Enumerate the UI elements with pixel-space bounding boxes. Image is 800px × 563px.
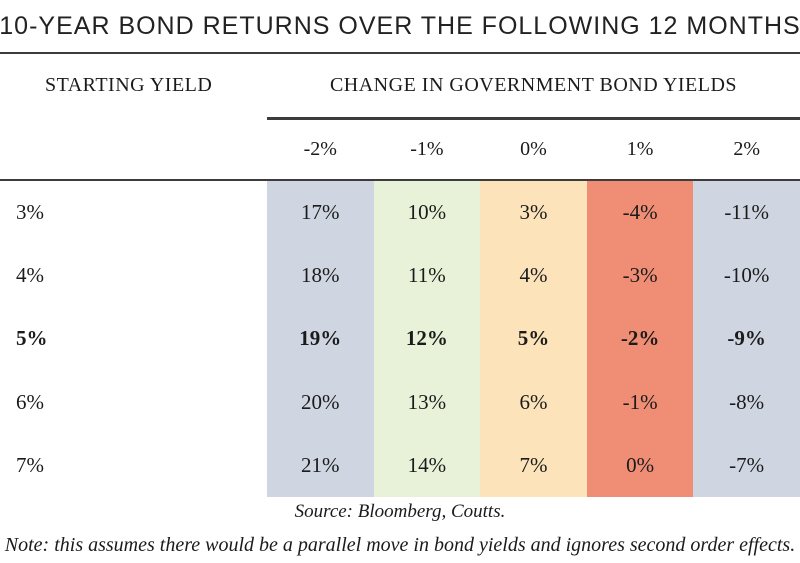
note-text: Note: this assumes there would be a para… bbox=[4, 533, 796, 556]
table-cell: 5% bbox=[480, 307, 587, 371]
col-header: 1% bbox=[626, 138, 654, 160]
table-cell: -3% bbox=[586, 244, 694, 308]
table-cell: 0% bbox=[586, 433, 694, 497]
table-cell: -9% bbox=[693, 307, 800, 371]
col-header: -1% bbox=[410, 138, 444, 160]
table-cell: 14% bbox=[373, 433, 481, 497]
row-label: 5% bbox=[0, 307, 267, 371]
table-cell: 21% bbox=[267, 433, 374, 497]
change-in-yields-header: CHANGE IN GOVERNMENT BOND YIELDS bbox=[329, 74, 738, 96]
page-title: 10-YEAR BOND RETURNS OVER THE FOLLOWING … bbox=[0, 11, 800, 40]
column-group-divider-wrap bbox=[0, 117, 800, 120]
table-cell: -11% bbox=[693, 181, 800, 245]
table-row: 6% 20% 13% 6% -1% -8% bbox=[0, 370, 800, 434]
col-header: 0% bbox=[520, 138, 547, 160]
table-cell: 13% bbox=[373, 370, 481, 434]
table-body: 3% 17% 10% 3% -4% -11% 4% 18% 11% 4% -3%… bbox=[0, 181, 800, 497]
table-cell: 18% bbox=[267, 244, 374, 308]
table-cell: -8% bbox=[693, 370, 800, 434]
column-group-divider bbox=[267, 117, 800, 120]
table-cell: -7% bbox=[693, 433, 800, 497]
column-headers-row: -2% -1% 0% 1% 2% bbox=[0, 120, 800, 181]
starting-yield-header: STARTING YIELD bbox=[45, 74, 213, 96]
table-cell: 19% bbox=[267, 307, 374, 371]
table-cell: -2% bbox=[586, 307, 694, 371]
table-row: 3% 17% 10% 3% -4% -11% bbox=[0, 181, 800, 245]
table-header-row: STARTING YIELD CHANGE IN GOVERNMENT BOND… bbox=[0, 54, 800, 117]
col-header: -2% bbox=[303, 138, 337, 160]
column-header-spacer bbox=[0, 120, 267, 179]
table-row: 7% 21% 14% 7% 0% -7% bbox=[0, 433, 800, 497]
row-label: 3% bbox=[0, 181, 267, 245]
table-row: 4% 18% 11% 4% -3% -10% bbox=[0, 244, 800, 308]
col-header: 2% bbox=[733, 138, 760, 160]
table-cell: 7% bbox=[480, 433, 587, 497]
table-cell: -10% bbox=[693, 244, 800, 308]
source-text: Source: Bloomberg, Coutts. bbox=[294, 501, 506, 522]
table-cell: 20% bbox=[267, 370, 374, 434]
table-cell: 4% bbox=[480, 244, 587, 308]
table-cell: 11% bbox=[373, 244, 481, 308]
table-cell: 10% bbox=[373, 181, 481, 245]
row-label: 7% bbox=[0, 433, 267, 497]
title-block: 10-YEAR BOND RETURNS OVER THE FOLLOWING … bbox=[0, 0, 800, 54]
table-cell: 6% bbox=[480, 370, 587, 434]
table-cell: -4% bbox=[586, 181, 694, 245]
table-row-highlighted: 5% 19% 12% 5% -2% -9% bbox=[0, 307, 800, 371]
row-label: 4% bbox=[0, 244, 267, 308]
table-cell: 3% bbox=[480, 181, 587, 245]
row-label: 6% bbox=[0, 370, 267, 434]
table-cell: 12% bbox=[373, 307, 481, 371]
table-cell: -1% bbox=[586, 370, 694, 434]
table-cell: 17% bbox=[267, 181, 374, 245]
